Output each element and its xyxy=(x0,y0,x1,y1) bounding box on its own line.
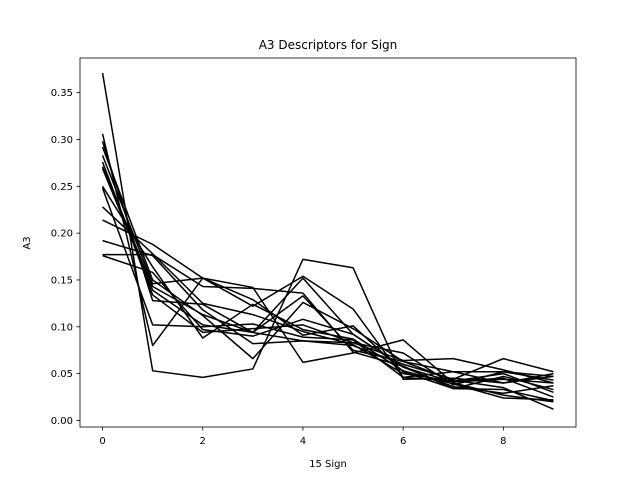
x-tick-label: 2 xyxy=(200,436,206,447)
y-tick-label: 0.25 xyxy=(51,182,73,193)
y-tick-label: 0.10 xyxy=(51,322,73,333)
y-tick-label: 0.05 xyxy=(51,369,73,380)
series-line-15 xyxy=(101,168,554,384)
y-axis-ticks: 0.00 0.05 0.10 0.15 0.20 0.25 0.30 0.35 xyxy=(51,88,80,427)
x-tick-label: 6 xyxy=(400,436,406,447)
chart-title: A3 Descriptors for Sign xyxy=(259,38,398,52)
y-tick-label: 0.35 xyxy=(51,88,73,99)
series-line-5 xyxy=(101,155,554,379)
series-line-10 xyxy=(102,206,554,398)
y-tick-label: 0.00 xyxy=(51,416,73,427)
y-tick-label: 0.15 xyxy=(51,275,73,286)
x-axis-label: 15 Sign xyxy=(309,459,347,470)
x-tick-label: 0 xyxy=(99,436,105,447)
series-line-4 xyxy=(101,146,554,410)
plot-frame xyxy=(79,57,577,428)
series-line-11 xyxy=(102,219,554,402)
series-lines xyxy=(101,72,554,410)
x-tick-label: 8 xyxy=(500,436,506,447)
series-line-12 xyxy=(102,239,554,380)
x-tick-label: 4 xyxy=(300,436,306,447)
x-axis-ticks: 0 2 4 6 8 xyxy=(99,427,507,447)
series-line-8 xyxy=(101,185,554,401)
series-line-13 xyxy=(102,253,554,391)
y-tick-label: 0.30 xyxy=(51,135,73,146)
y-tick-label: 0.20 xyxy=(51,229,73,240)
series-line-14 xyxy=(102,254,554,395)
y-axis-label: A3 xyxy=(22,236,33,249)
